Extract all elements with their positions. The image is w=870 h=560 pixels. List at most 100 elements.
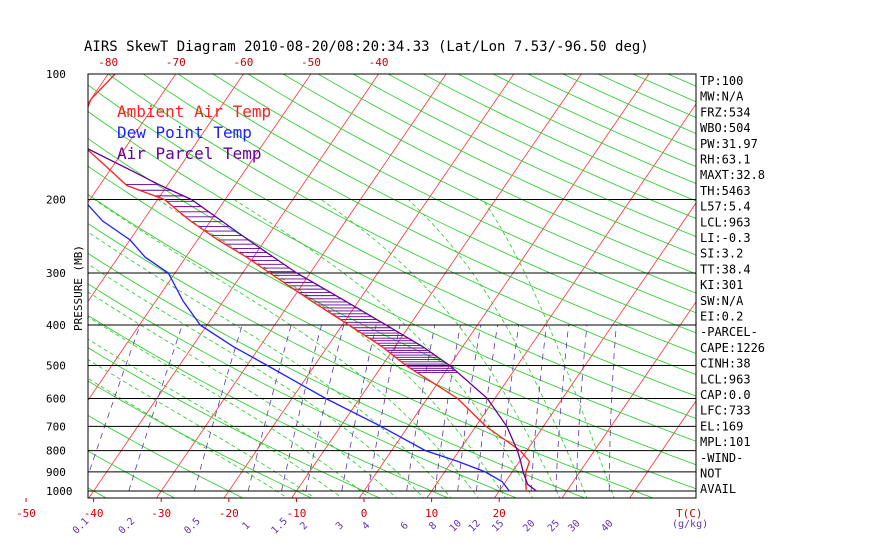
pressure-tick-label: 500 [46, 359, 66, 372]
grid-layer [88, 74, 696, 498]
isotherm-line [88, 74, 380, 498]
mixing-ratio-tick-label: 25 [546, 518, 562, 534]
dry-adiabat-line [88, 165, 696, 466]
mixing-ratio-line [555, 325, 569, 492]
moist-adiabat-line [157, 199, 507, 498]
isotherm-line [88, 74, 244, 303]
index-entry: CAPE:1226 [700, 341, 765, 355]
mixing-ratio-tick-label: 15 [490, 518, 506, 534]
moist-adiabat-line [320, 199, 561, 498]
mixing-ratio-tick-label: 3 [334, 520, 346, 532]
dry-adiabat-line [88, 450, 176, 498]
data-layer [88, 74, 537, 492]
parcel-temp-line [88, 148, 537, 492]
index-entry: SI:3.2 [700, 247, 743, 261]
moist-adiabat-line [88, 231, 452, 498]
index-entry: SW:N/A [700, 294, 744, 308]
isotherm-line [358, 74, 650, 498]
mixing-ratio-tick-label: 8 [427, 520, 439, 532]
dry-adiabat-line [88, 283, 518, 498]
moist-adiabat-line [482, 199, 615, 498]
mixing-ratio-tick-label: 6 [399, 520, 411, 532]
isotherm-line [88, 74, 177, 204]
mixing-ratio-line [608, 325, 617, 492]
top-temp-tick-label: -80 [98, 56, 118, 69]
dry-adiabat-line [88, 223, 655, 498]
bottom-temp-tick-label: -20 [219, 507, 239, 520]
legend-entry: Air Parcel Temp [117, 144, 262, 163]
index-entry: MW:N/A [700, 90, 744, 104]
dry-adiabat-line [88, 414, 244, 498]
moist-adiabat-line [94, 199, 479, 498]
index-entry: PW:31.97 [700, 137, 758, 151]
dry-adiabat-line [422, 74, 696, 202]
index-entry: L57:5.4 [700, 200, 751, 214]
dry-adiabat-line [247, 74, 696, 294]
dewpoint-line [88, 203, 510, 492]
isotherm-line [561, 301, 696, 498]
mixing-ratio-tick-label: 30 [566, 518, 582, 534]
pressure-tick-label: 1000 [46, 485, 73, 498]
moist-adiabat-line [88, 263, 425, 498]
pressure-tick-label: 900 [46, 466, 66, 479]
moist-adiabat-line [88, 338, 343, 498]
isotherm-line [223, 74, 515, 498]
bottom-temp-tick-label: -10 [286, 507, 306, 520]
pressure-tick-label: 600 [46, 392, 66, 405]
bottom-temp-tick-label: -40 [84, 507, 104, 520]
index-entry: EI:0.2 [700, 310, 743, 324]
pressure-tick-label: 800 [46, 445, 66, 458]
dry-adiabat-line [88, 194, 696, 490]
ambient-temp-line [88, 74, 531, 492]
index-entry: NOT [700, 467, 722, 481]
mixing-ratio-tick-label: 12 [467, 518, 483, 534]
bottom-temp-tick-label: 0 [361, 507, 368, 520]
index-entry: LCL:963 [700, 372, 751, 386]
dry-adiabat-line [88, 110, 696, 419]
moist-adiabat-line [88, 359, 316, 498]
mixing-ratio-tick-label: 4 [360, 520, 372, 532]
dry-adiabat-line [88, 314, 450, 498]
top-temp-tick-label: -40 [369, 56, 389, 69]
pressure-tick-label: 200 [46, 194, 66, 207]
pressure-tick-label: 100 [46, 68, 66, 81]
moist-adiabat-line [408, 199, 588, 498]
dry-adiabat-line [457, 74, 696, 184]
top-temp-tick-label: -70 [166, 56, 186, 69]
mixing-ratio-tick-label: 40 [599, 518, 615, 534]
index-entry: -PARCEL- [700, 325, 758, 339]
index-entry: LFC:733 [700, 404, 751, 418]
dry-adiabat-line [527, 74, 696, 151]
plot-frame [87, 73, 697, 499]
moist-adiabat-line [233, 199, 534, 498]
index-entry: KI:301 [700, 278, 743, 292]
dry-adiabat-line [142, 74, 696, 354]
bottom-temp-tick-label: -30 [151, 507, 171, 520]
index-entry: LI:-0.3 [700, 231, 751, 245]
pressure-tick-label: 700 [46, 420, 66, 433]
index-entry: TH:5463 [700, 184, 751, 198]
temp-unit-label: T(C) [676, 507, 703, 520]
moist-adiabat-line [88, 377, 289, 498]
index-entry: TP:100 [700, 74, 743, 88]
pressure-tick-label: 300 [46, 267, 66, 280]
y-axis-label: PRESSURE (MB) [72, 245, 85, 331]
moist-adiabat-line [88, 316, 370, 498]
mixing-ratio-tick-label: 20 [521, 518, 537, 534]
index-entry: MPL:101 [700, 435, 751, 449]
index-entry: MAXT:32.8 [700, 168, 765, 182]
index-entry: TT:38.4 [700, 262, 751, 276]
index-entry: -WIND- [700, 451, 743, 465]
top-temp-tick-label: -60 [233, 56, 253, 69]
dry-adiabat-line [88, 84, 696, 397]
isotherm-line [629, 400, 696, 498]
legend-entry: Dew Point Temp [117, 123, 252, 142]
isotherm-line [493, 202, 696, 498]
dry-adiabat-line [212, 74, 696, 314]
dry-adiabat-line [177, 74, 696, 334]
index-entry: CAP:0.0 [700, 388, 751, 402]
isotherm-line [88, 74, 109, 105]
